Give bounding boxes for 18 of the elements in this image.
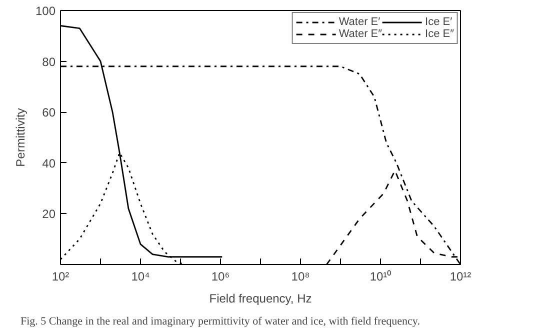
y-tick-label: 80 bbox=[42, 54, 56, 69]
y-tick-label: 40 bbox=[42, 156, 56, 170]
x-tick-label: 10² bbox=[52, 270, 70, 284]
y-axis-title: Permittivity bbox=[13, 108, 28, 167]
x-tick-label: 10⁴ bbox=[131, 270, 150, 284]
y-tick-label: 60 bbox=[42, 106, 56, 120]
legend-label: Ice E′ bbox=[425, 16, 452, 28]
x-tick-label: 10⁶ bbox=[211, 270, 230, 284]
legend-label: Water E″ bbox=[338, 28, 382, 40]
legend-label: Ice E″ bbox=[425, 28, 454, 40]
caption: Fig. 5 Change in the real and imaginary permittivity of water and ice, with field frequency. bbox=[20, 316, 420, 328]
x-tick-label: 10⁸ bbox=[291, 270, 310, 284]
y-tick-label: 20 bbox=[42, 207, 56, 222]
x-axis-title: Field frequency, Hz bbox=[209, 292, 312, 306]
legend-label: Water E′ bbox=[338, 16, 380, 28]
x-tick-label: 10¹⁰ bbox=[370, 270, 392, 284]
x-tick-label: 10¹² bbox=[450, 270, 472, 284]
y-tick-label: 100 bbox=[35, 4, 56, 18]
